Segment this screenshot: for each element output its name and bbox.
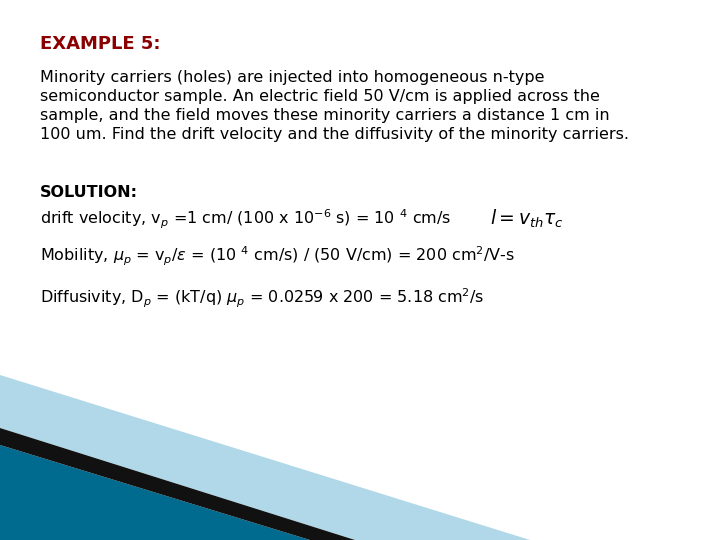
Text: Diffusivity, D$_p$ = (kT/q) $\mu_p$ = 0.0259 x 200 = 5.18 cm$^2$/s: Diffusivity, D$_p$ = (kT/q) $\mu_p$ = 0.… xyxy=(40,287,485,310)
Text: semiconductor sample. An electric field 50 V/cm is applied across the: semiconductor sample. An electric field … xyxy=(40,89,600,104)
Text: 100 um. Find the drift velocity and the diffusivity of the minority carriers.: 100 um. Find the drift velocity and the … xyxy=(40,127,629,142)
Text: SOLUTION:: SOLUTION: xyxy=(40,185,138,200)
Text: drift velocity, v$_p$ =1 cm/ (100 x 10$^{-6}$ s) = 10 $^4$ cm/s: drift velocity, v$_p$ =1 cm/ (100 x 10$^… xyxy=(40,208,451,231)
Text: Minority carriers (holes) are injected into homogeneous n-type: Minority carriers (holes) are injected i… xyxy=(40,70,544,85)
Polygon shape xyxy=(0,445,310,540)
Polygon shape xyxy=(0,375,530,540)
Text: Mobility, $\mu_p$ = v$_p$/$\varepsilon$ = (10 $^4$ cm/s) / (50 V/cm) = 200 cm$^2: Mobility, $\mu_p$ = v$_p$/$\varepsilon$ … xyxy=(40,245,515,268)
Polygon shape xyxy=(0,428,355,540)
Text: sample, and the field moves these minority carriers a distance 1 cm in: sample, and the field moves these minori… xyxy=(40,108,610,123)
Text: EXAMPLE 5:: EXAMPLE 5: xyxy=(40,35,161,53)
Text: $l = v_{th}\tau_c$: $l = v_{th}\tau_c$ xyxy=(490,208,564,230)
